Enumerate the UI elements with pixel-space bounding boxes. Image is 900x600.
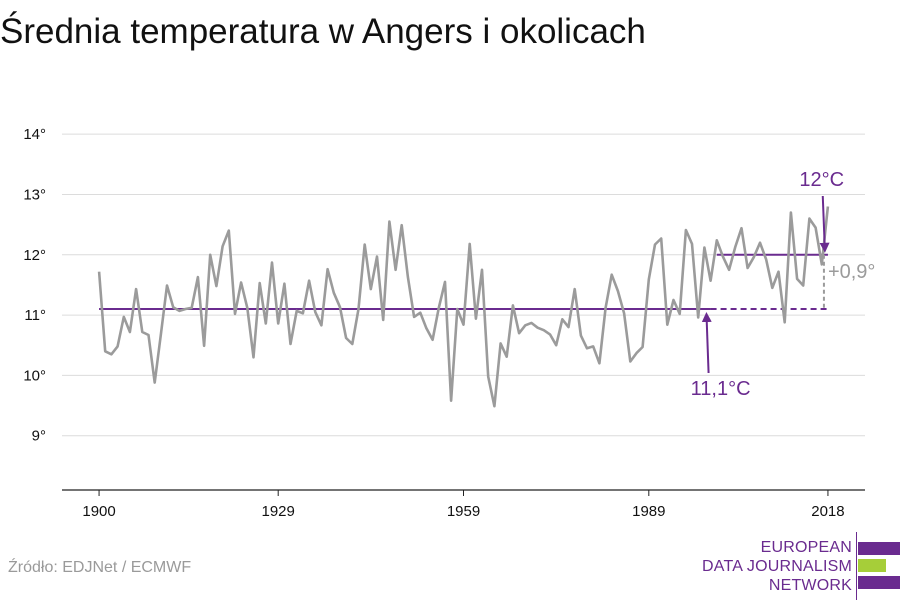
logo-bar-purple-bottom	[858, 576, 900, 589]
logo-bar-green	[858, 559, 886, 572]
difference-label: +0,9°	[828, 261, 875, 283]
page-title: Średnia temperatura w Angers i okolicach	[0, 12, 646, 51]
logo-line-3: NETWORK	[768, 577, 852, 594]
series-lines	[97, 206, 830, 408]
y-tick-label: 9°	[32, 428, 46, 445]
logo-line-2: DATA JOURNALISM	[702, 558, 852, 575]
edjnet-logo: EUROPEAN DATA JOURNALISM NETWORK	[700, 532, 900, 600]
x-axis: 1900 1929 1959 1989 2018	[62, 489, 865, 520]
x-tick-label: 1989	[632, 503, 665, 520]
logo-bar-purple-top	[858, 542, 900, 555]
y-tick-label: 10°	[23, 367, 46, 384]
logo-line-1: EUROPEAN	[760, 539, 852, 556]
y-axis-ticks: 9° 10° 11° 12° 13° 14°	[23, 126, 46, 445]
arrow-11-1c	[701, 312, 712, 374]
label-12c: 12°C	[799, 169, 844, 191]
label-11-1c: 11,1°C	[691, 378, 751, 400]
arrow-12c	[819, 195, 830, 253]
temperature-series-line	[97, 206, 830, 408]
x-tick-label: 1959	[447, 503, 480, 520]
x-tick-label: 2018	[811, 503, 844, 520]
x-tick-label: 1900	[82, 503, 115, 520]
y-tick-label: 12°	[23, 247, 46, 264]
x-tick-label: 1929	[262, 503, 295, 520]
y-tick-label: 11°	[24, 307, 46, 324]
y-tick-label: 14°	[23, 126, 46, 143]
y-tick-label: 13°	[23, 186, 46, 203]
temperature-chart: 9° 10° 11° 12° 13° 14° 1900 1929 1959 1989 2018 +…	[23, 126, 876, 520]
annotations: +0,9° 12°C 11,1°C	[691, 169, 876, 400]
logo-divider	[856, 532, 857, 600]
source-note: Źródło: EDJNet / ECMWF	[8, 559, 192, 576]
